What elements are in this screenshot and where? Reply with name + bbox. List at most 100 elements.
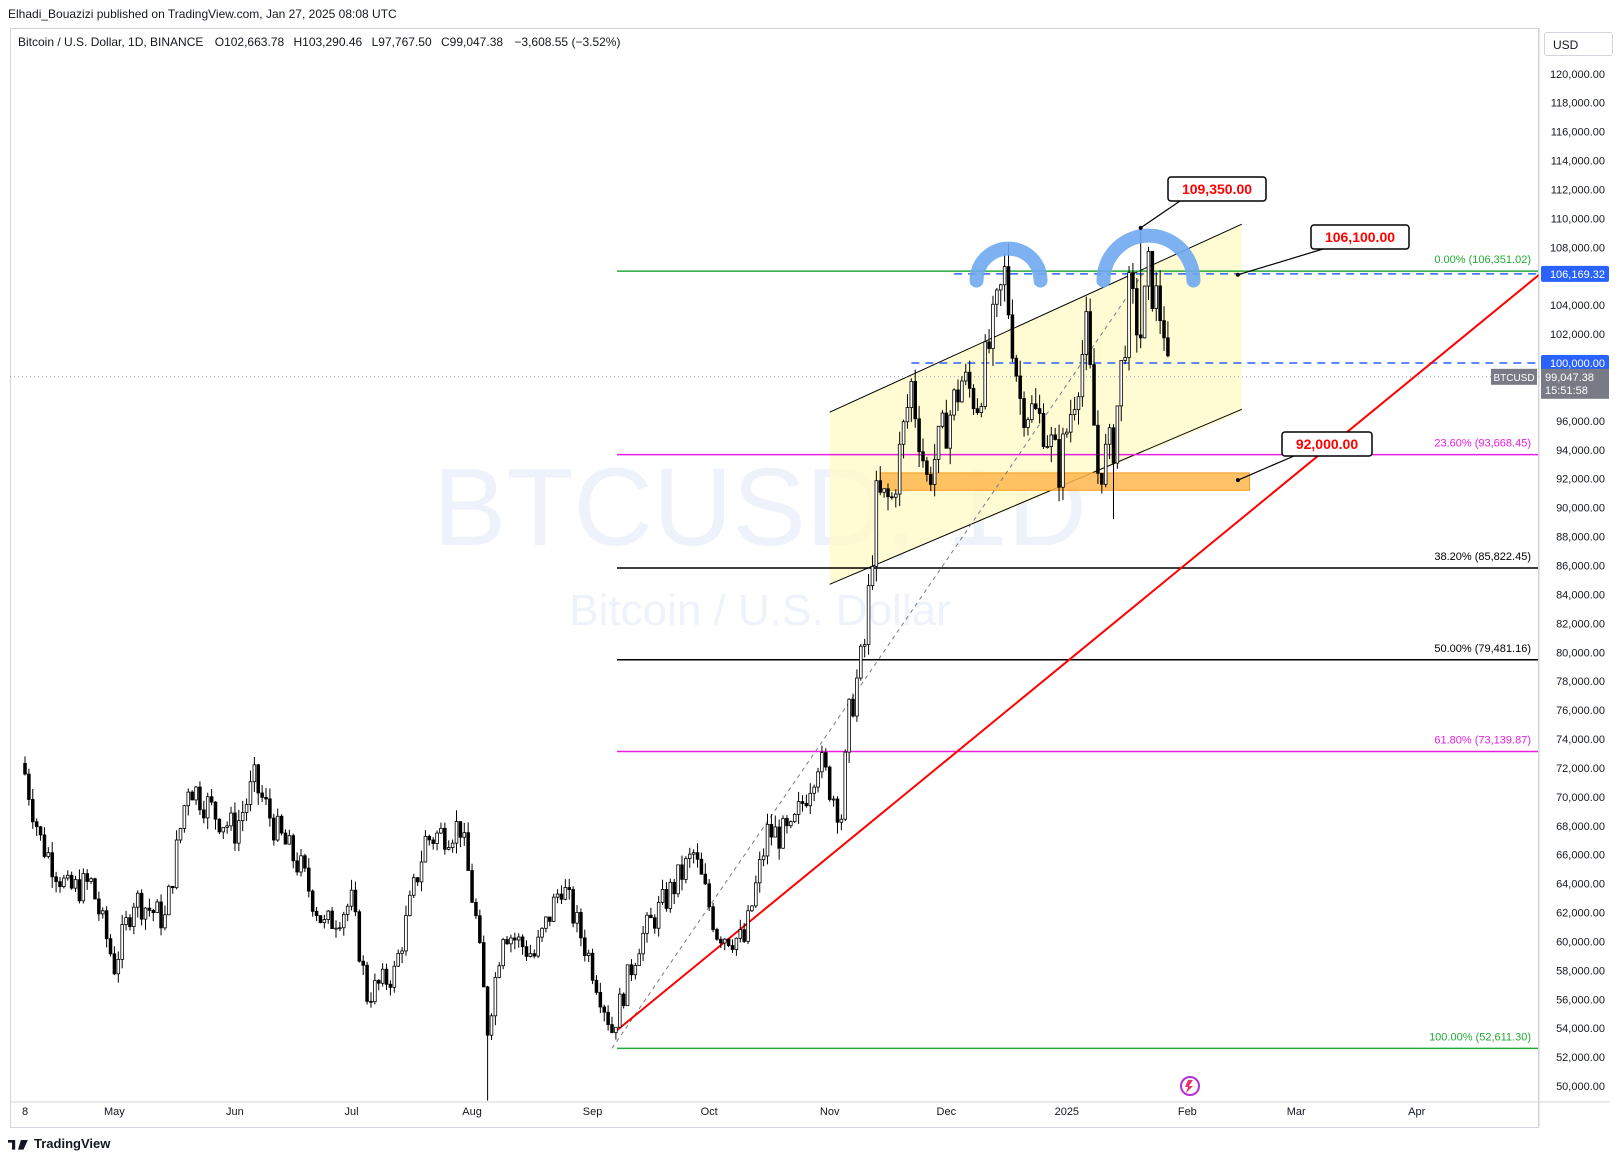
candle bbox=[139, 889, 144, 926]
footer-brand: TradingView bbox=[8, 1136, 110, 1151]
candle bbox=[50, 842, 54, 888]
candle-body-down bbox=[827, 766, 832, 800]
candle-body-up bbox=[544, 916, 548, 929]
price-tick-label: 102,000.00 bbox=[1550, 329, 1605, 341]
candle-body-up bbox=[983, 341, 987, 407]
candle-body-down bbox=[353, 889, 358, 913]
candle-body-up bbox=[859, 645, 863, 679]
candle bbox=[602, 1004, 606, 1022]
candle-body-down bbox=[1100, 472, 1104, 485]
candle-body-down bbox=[598, 991, 603, 1008]
candle bbox=[54, 871, 58, 893]
time-tick-label: Jul bbox=[345, 1106, 359, 1118]
candle-body-down bbox=[112, 953, 117, 975]
candle bbox=[501, 937, 505, 970]
candle bbox=[722, 938, 727, 951]
candle bbox=[27, 768, 31, 806]
candle-body-down bbox=[69, 874, 74, 889]
candle bbox=[1103, 433, 1108, 488]
candle bbox=[489, 1013, 494, 1041]
fib-level-label: 61.80% (73,139.87) bbox=[1434, 734, 1531, 746]
candle bbox=[264, 787, 268, 805]
candle bbox=[621, 992, 626, 1009]
candle bbox=[719, 936, 723, 949]
candle bbox=[967, 360, 972, 398]
candle bbox=[738, 919, 743, 943]
candle-body-up bbox=[62, 877, 66, 887]
candle bbox=[1107, 423, 1112, 460]
candle-body-up bbox=[100, 910, 105, 915]
candle-body-up bbox=[816, 771, 820, 788]
candle bbox=[575, 905, 579, 933]
candle-body-down bbox=[711, 906, 715, 930]
candle-body-up bbox=[225, 825, 229, 828]
candle-body-down bbox=[769, 824, 774, 838]
callout-ath-pointer bbox=[1140, 200, 1181, 229]
candle-body-up bbox=[1142, 285, 1147, 339]
callout-resistance-anchor bbox=[1235, 272, 1240, 277]
candle-body-up bbox=[855, 677, 859, 717]
candle-body-up bbox=[1045, 446, 1050, 448]
candle-body-up bbox=[299, 855, 303, 873]
fib-level-label: 23.60% (93,668.45) bbox=[1434, 438, 1531, 450]
currency-button[interactable]: USD bbox=[1544, 32, 1613, 56]
candle bbox=[1072, 396, 1077, 421]
candle bbox=[46, 847, 51, 859]
candle bbox=[851, 693, 855, 718]
fib-level-label: 50.00% (79,481.16) bbox=[1434, 643, 1531, 655]
legend-close: 99,047.38 bbox=[449, 35, 504, 49]
candle-body-down bbox=[470, 870, 474, 903]
candle bbox=[668, 878, 673, 913]
time-tick-label: Nov bbox=[820, 1106, 840, 1118]
candle-body-down bbox=[108, 938, 113, 955]
time-tick-label: Mar bbox=[1287, 1106, 1306, 1118]
candle-body-up bbox=[493, 977, 498, 1017]
price-tick-label: 64,000.00 bbox=[1556, 879, 1605, 891]
candle bbox=[824, 748, 828, 771]
price-tick-label: 56,000.00 bbox=[1556, 994, 1605, 1006]
candle-body-up bbox=[738, 929, 743, 939]
candle-body-up bbox=[1154, 285, 1159, 309]
candle bbox=[699, 852, 704, 875]
candle bbox=[590, 948, 595, 985]
candle bbox=[571, 886, 575, 928]
candle-body-down bbox=[824, 752, 828, 768]
candle bbox=[182, 804, 187, 833]
price-tick-label: 70,000.00 bbox=[1556, 792, 1605, 804]
candle-body-down bbox=[583, 937, 587, 956]
candle bbox=[443, 822, 447, 855]
candle bbox=[283, 829, 288, 845]
callout-support-text: 92,000.00 bbox=[1296, 436, 1358, 452]
candle-body-up bbox=[400, 950, 404, 954]
candle bbox=[1030, 395, 1034, 423]
candle-body-down bbox=[58, 881, 62, 887]
candle bbox=[614, 1026, 618, 1040]
uptrend-line bbox=[615, 274, 1540, 1032]
candle-body-down bbox=[1053, 434, 1057, 440]
candle-body-up bbox=[789, 821, 793, 827]
candle-body-up bbox=[1123, 357, 1127, 361]
candle bbox=[334, 920, 338, 938]
candle bbox=[170, 885, 175, 894]
candle bbox=[765, 813, 770, 865]
candle bbox=[1119, 359, 1124, 422]
price-tick-label: 92,000.00 bbox=[1556, 474, 1605, 486]
candle bbox=[244, 798, 249, 821]
candle bbox=[415, 877, 420, 886]
candle bbox=[890, 492, 894, 500]
candle bbox=[450, 839, 455, 853]
candle bbox=[917, 405, 921, 468]
legend-symbol[interactable]: Bitcoin / U.S. Dollar, 1D, BINANCE bbox=[18, 35, 204, 49]
candle bbox=[357, 909, 362, 963]
candle bbox=[287, 829, 292, 845]
candle-body-up bbox=[287, 835, 292, 845]
candle-body-up bbox=[618, 993, 622, 1028]
candle-body-up bbox=[722, 938, 727, 944]
candle bbox=[948, 410, 952, 465]
candle-body-up bbox=[1068, 414, 1073, 433]
candle bbox=[361, 955, 365, 975]
candle bbox=[392, 960, 397, 993]
candle-body-up bbox=[641, 932, 645, 955]
candle-body-up bbox=[792, 814, 797, 823]
